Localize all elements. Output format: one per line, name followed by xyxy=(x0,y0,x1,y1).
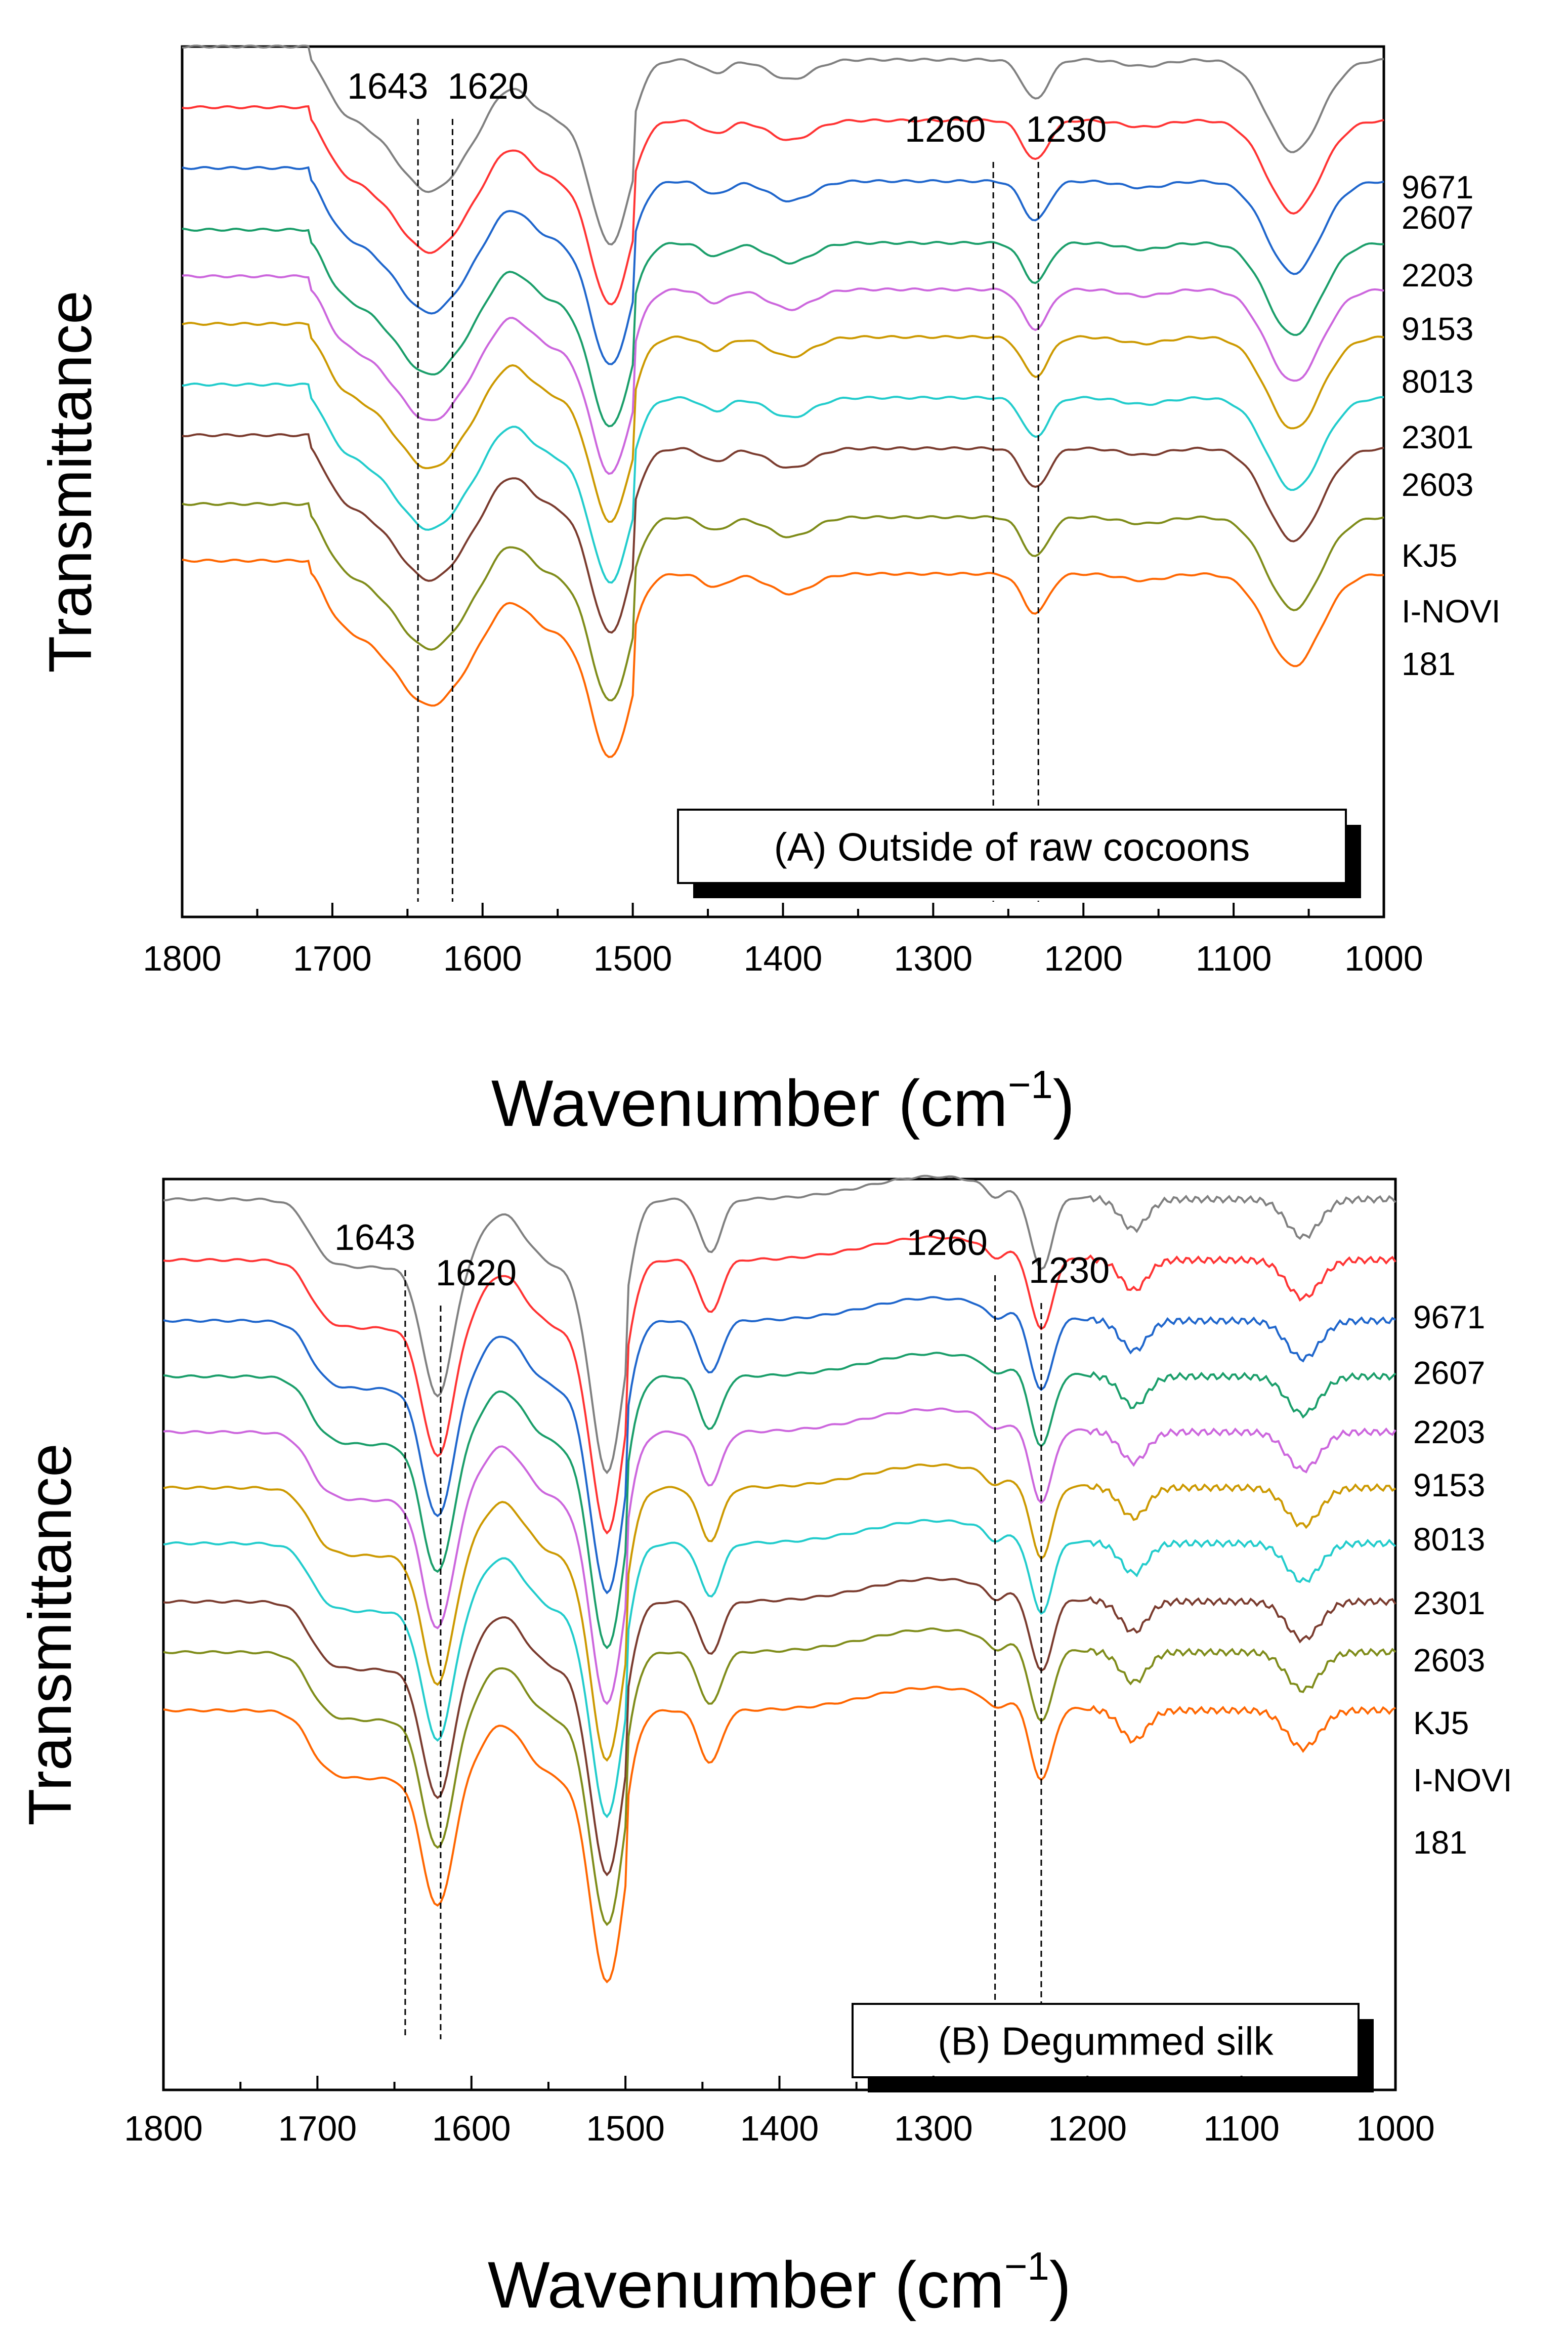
x-tick-label-1400: 1400 xyxy=(740,2109,819,2148)
x-tick-label-1700: 1700 xyxy=(293,939,372,978)
x-tick-label-1200: 1200 xyxy=(1044,939,1123,978)
series-label-KJ5: KJ5 xyxy=(1402,537,1457,574)
x-axis-title-close: ) xyxy=(1049,2248,1071,2322)
series-label-2203: 2203 xyxy=(1413,1414,1485,1450)
series-line-8013 xyxy=(163,1407,1396,1705)
series-line-2203 xyxy=(163,1296,1396,1595)
series-line-9671 xyxy=(163,1174,1396,1475)
series-line-9153 xyxy=(182,227,1384,428)
series-line-KJ5 xyxy=(182,433,1384,634)
series-label-8013: 8013 xyxy=(1402,363,1473,400)
x-axis-title-main: Wavenumber (cm xyxy=(491,1066,1008,1140)
x-tick-label-1200: 1200 xyxy=(1048,2109,1127,2148)
series-label-2607: 2607 xyxy=(1413,1355,1485,1391)
plot-frame xyxy=(162,1178,1397,2091)
series-label-9671: 9671 xyxy=(1402,169,1473,205)
x-tick-label-1100: 1100 xyxy=(1203,2109,1280,2148)
peak-label-1230: 1230 xyxy=(1026,109,1107,150)
series-label-9153: 9153 xyxy=(1402,311,1473,347)
legend-box xyxy=(677,809,1347,884)
x-axis-title: Wavenumber (cm−1) xyxy=(491,1062,1075,1140)
x-axis-title-superscript: −1 xyxy=(1008,1062,1053,1107)
x-tick-label-1300: 1300 xyxy=(894,939,973,978)
peak-label-1260: 1260 xyxy=(905,109,986,150)
series-line-I-NOVI xyxy=(163,1627,1396,1926)
y-axis-title: Transmittance xyxy=(16,1443,84,1826)
x-tick-label-1300: 1300 xyxy=(894,2109,973,2148)
series-line-I-NOVI xyxy=(182,501,1384,702)
x-tick-label-1600: 1600 xyxy=(432,2109,511,2148)
x-tick-label-1400: 1400 xyxy=(744,939,823,978)
panel-title: (B) Degummed silk xyxy=(938,2019,1274,2064)
peak-label-1643: 1643 xyxy=(347,66,428,107)
x-tick-label-1700: 1700 xyxy=(278,2109,357,2148)
series-label-2603: 2603 xyxy=(1413,1642,1485,1679)
x-tick-label-1600: 1600 xyxy=(443,939,522,978)
series-label-2301: 2301 xyxy=(1402,419,1473,455)
peak-label-1643: 1643 xyxy=(334,1218,415,1258)
series-line-2301 xyxy=(182,321,1384,523)
series-label-2301: 2301 xyxy=(1413,1585,1485,1621)
peak-label-1620: 1620 xyxy=(436,1253,517,1293)
legend-box xyxy=(852,2003,1360,2078)
series-line-2607 xyxy=(163,1235,1396,1535)
peak-label-1230: 1230 xyxy=(1029,1250,1110,1291)
series-label-181: 181 xyxy=(1402,646,1456,682)
series-label-181: 181 xyxy=(1413,1824,1467,1861)
x-tick-label-1000: 1000 xyxy=(1344,939,1423,978)
series-line-181 xyxy=(163,1686,1396,1984)
series-line-KJ5 xyxy=(163,1577,1396,1877)
x-axis-title-superscript: −1 xyxy=(1004,2244,1049,2288)
x-tick-label-1800: 1800 xyxy=(124,2109,203,2148)
series-line-9671 xyxy=(182,45,1384,246)
series-line-2607 xyxy=(182,105,1384,306)
x-tick-label-1000: 1000 xyxy=(1356,2109,1435,2148)
panel-title: (A) Outside of raw cocoons xyxy=(774,825,1250,869)
series-label-2203: 2203 xyxy=(1402,257,1473,293)
series-line-181 xyxy=(182,559,1384,758)
plot-frame xyxy=(181,45,1385,918)
series-label-2607: 2607 xyxy=(1402,199,1473,236)
x-tick-label-1100: 1100 xyxy=(1196,939,1272,978)
x-axis-title-main: Wavenumber (cm xyxy=(488,2248,1004,2322)
peak-label-1620: 1620 xyxy=(447,66,528,107)
panel-b: 9671 2607 2203 9153 8013 2301 2603 KJ5 I-NOVI 181… xyxy=(16,1174,1512,2322)
x-axis-title: Wavenumber (cm−1) xyxy=(488,2244,1071,2322)
x-tick-label-1500: 1500 xyxy=(594,939,672,978)
series-line-2301 xyxy=(163,1463,1396,1762)
series-line-8013 xyxy=(182,274,1384,475)
series-label-9671: 9671 xyxy=(1413,1299,1485,1335)
series-label-9153: 9153 xyxy=(1413,1467,1485,1503)
series-line-2603 xyxy=(182,382,1384,584)
series-line-2603 xyxy=(163,1519,1396,1819)
x-tick-label-1500: 1500 xyxy=(586,2109,665,2148)
series-line-2203 xyxy=(182,166,1384,365)
series-label-8013: 8013 xyxy=(1413,1521,1485,1558)
x-axis-title-close: ) xyxy=(1053,1066,1075,1140)
series-label-2603: 2603 xyxy=(1402,467,1473,503)
series-label-KJ5: KJ5 xyxy=(1413,1705,1469,1741)
series-label-I-NOVI: I-NOVI xyxy=(1402,593,1501,630)
y-axis-title: Transmittance xyxy=(36,290,104,673)
x-tick-label-1800: 1800 xyxy=(143,939,222,978)
series-label-I-NOVI: I-NOVI xyxy=(1413,1762,1512,1798)
peak-label-1260: 1260 xyxy=(907,1223,988,1263)
series-line-9153 xyxy=(163,1352,1396,1650)
